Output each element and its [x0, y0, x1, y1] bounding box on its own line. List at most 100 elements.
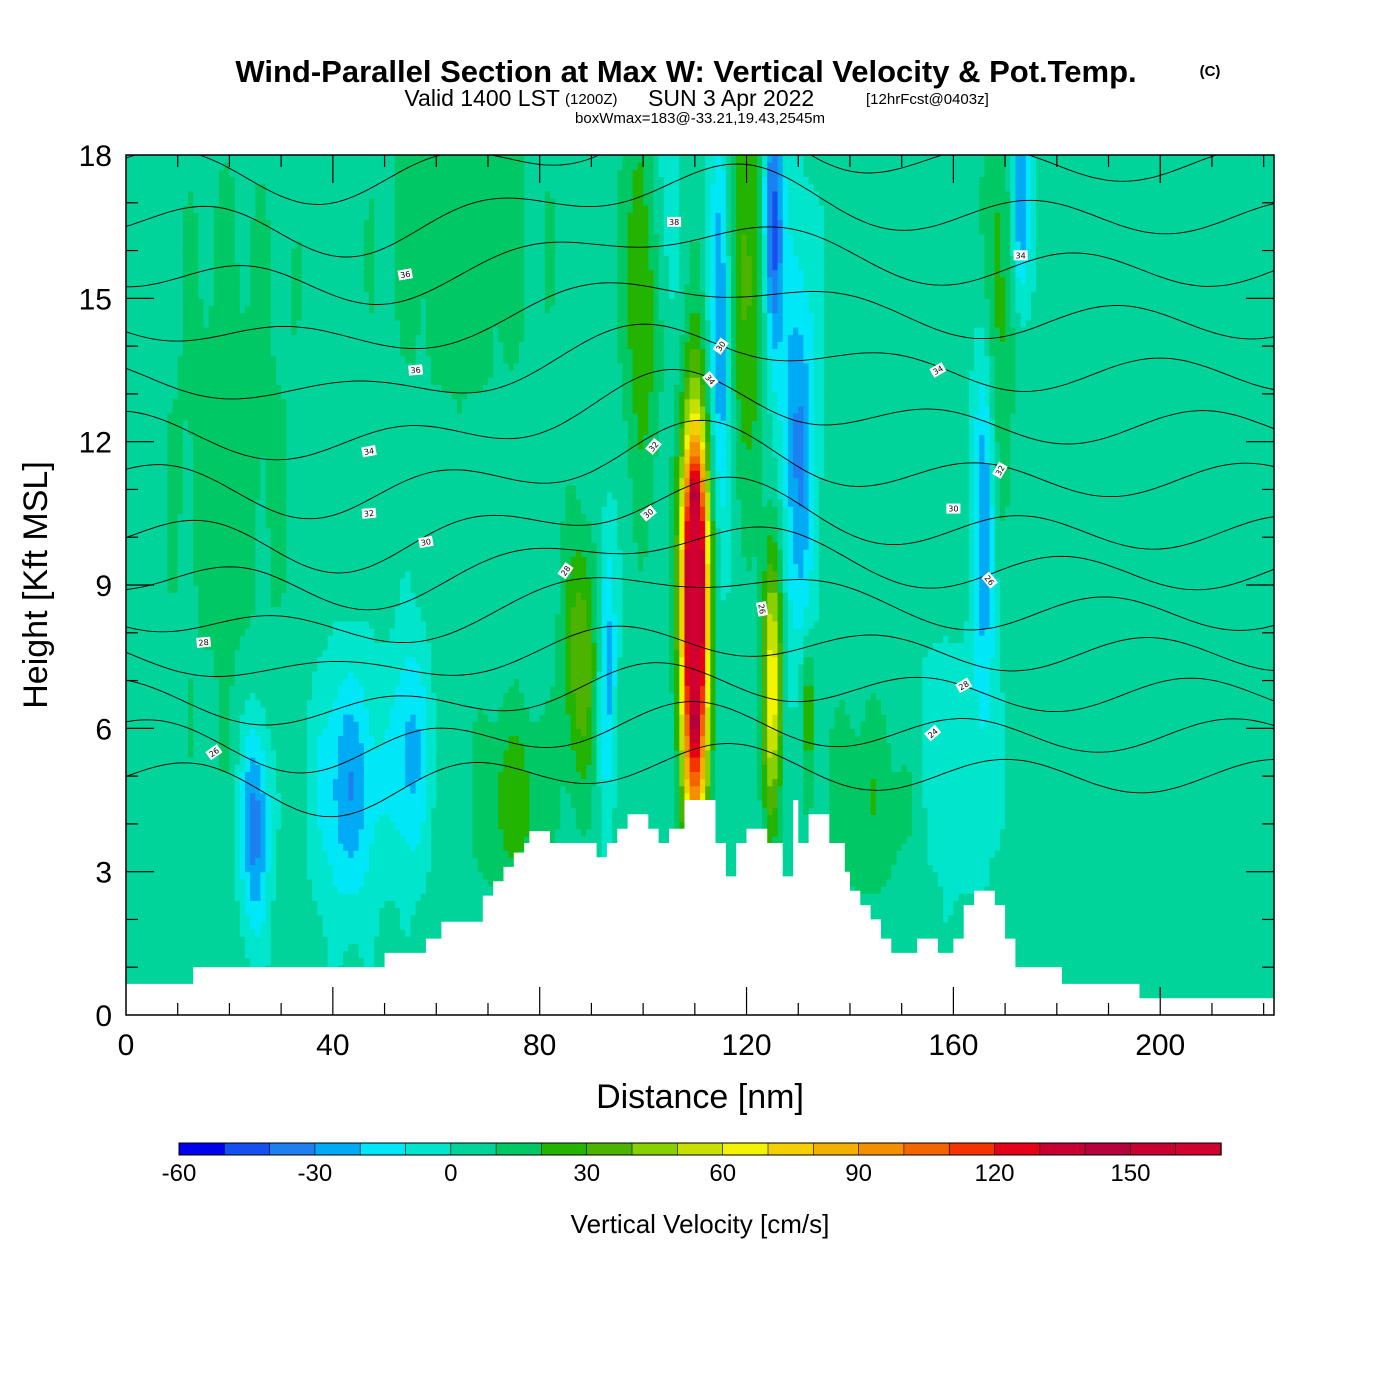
w-cell: [291, 262, 298, 271]
w-cell: [255, 914, 262, 923]
w-cell: [203, 491, 210, 500]
w-cell: [260, 198, 267, 206]
w-cell: [182, 886, 189, 894]
w-cell: [244, 391, 251, 400]
w-cell: [167, 943, 174, 952]
w-cell: [338, 613, 344, 622]
w-cell: [286, 162, 293, 170]
w-cell: [136, 950, 143, 959]
w-cell: [193, 699, 199, 708]
w-cell: [286, 735, 293, 744]
w-cell: [301, 613, 308, 622]
w-cell: [286, 255, 293, 264]
w-cell: [167, 527, 174, 536]
w-cell: [126, 456, 132, 464]
w-cell: [291, 212, 298, 221]
w-cell: [167, 835, 174, 844]
w-cell: [322, 857, 329, 866]
w-cell: [255, 248, 262, 256]
w-cell: [203, 563, 210, 572]
w-cell: [286, 334, 293, 342]
w-cell: [312, 936, 318, 944]
w-cell: [322, 362, 329, 371]
w-cell: [296, 355, 303, 364]
w-cell: [255, 771, 262, 780]
w-cell: [213, 792, 220, 801]
w-cell: [327, 778, 334, 787]
w-cell: [296, 577, 303, 586]
w-cell: [182, 821, 189, 830]
w-cell: [234, 377, 241, 385]
w-cell: [203, 405, 210, 414]
w-cell: [146, 814, 153, 823]
w-cell: [338, 692, 344, 701]
w-cell: [126, 269, 132, 278]
w-cell: [234, 957, 241, 966]
w-cell: [244, 807, 251, 815]
w-cell: [322, 205, 329, 213]
w-cell: [198, 362, 205, 371]
w-cell: [332, 506, 339, 514]
w-cell: [265, 921, 272, 930]
w-cell: [260, 936, 267, 944]
w-cell: [239, 957, 246, 966]
w-cell: [312, 405, 318, 414]
w-cell: [188, 613, 194, 622]
w-cell: [177, 413, 184, 421]
w-cell: [286, 377, 293, 385]
w-cell: [332, 355, 339, 364]
w-cell: [203, 312, 210, 321]
w-cell: [172, 370, 179, 378]
w-cell: [270, 807, 277, 815]
w-cell: [296, 549, 303, 557]
w-cell: [338, 721, 344, 729]
w-cell: [322, 864, 329, 873]
w-cell: [301, 749, 308, 758]
w-cell: [229, 441, 236, 450]
w-cell: [141, 563, 148, 572]
w-cell: [260, 835, 267, 844]
w-cell: [265, 771, 272, 780]
w-cell: [317, 921, 324, 930]
w-cell: [327, 269, 334, 278]
w-cell: [193, 678, 199, 686]
w-cell: [136, 291, 143, 299]
w-cell: [151, 427, 158, 436]
w-cell: [198, 850, 205, 858]
w-cell: [286, 291, 293, 299]
w-cell: [296, 950, 303, 959]
w-cell: [296, 312, 303, 321]
w-cell: [312, 176, 318, 185]
w-cell: [234, 721, 241, 729]
w-cell: [234, 728, 241, 737]
w-cell: [270, 205, 277, 213]
w-cell: [296, 298, 303, 307]
w-cell: [219, 312, 225, 321]
w-cell: [126, 893, 132, 901]
w-cell: [260, 656, 267, 665]
w-cell: [265, 749, 272, 758]
w-cell: [162, 506, 168, 514]
w-cell: [317, 499, 324, 507]
w-cell: [332, 212, 339, 221]
w-cell: [203, 828, 210, 837]
w-cell: [224, 721, 231, 729]
w-cell: [286, 757, 293, 765]
w-cell: [286, 513, 293, 522]
w-cell: [182, 771, 189, 780]
w-cell: [306, 757, 313, 765]
w-cell: [234, 821, 241, 830]
w-cell: [301, 190, 308, 199]
w-cell: [219, 241, 225, 249]
w-cell: [317, 943, 324, 952]
w-cell: [188, 864, 194, 873]
w-cell: [332, 169, 339, 178]
w-cell: [162, 900, 168, 909]
w-cell: [317, 448, 324, 457]
w-cell: [167, 936, 174, 944]
w-cell: [250, 570, 256, 579]
w-cell: [260, 757, 267, 765]
w-cell: [188, 570, 194, 579]
w-cell: [193, 427, 199, 436]
w-cell: [281, 735, 287, 744]
